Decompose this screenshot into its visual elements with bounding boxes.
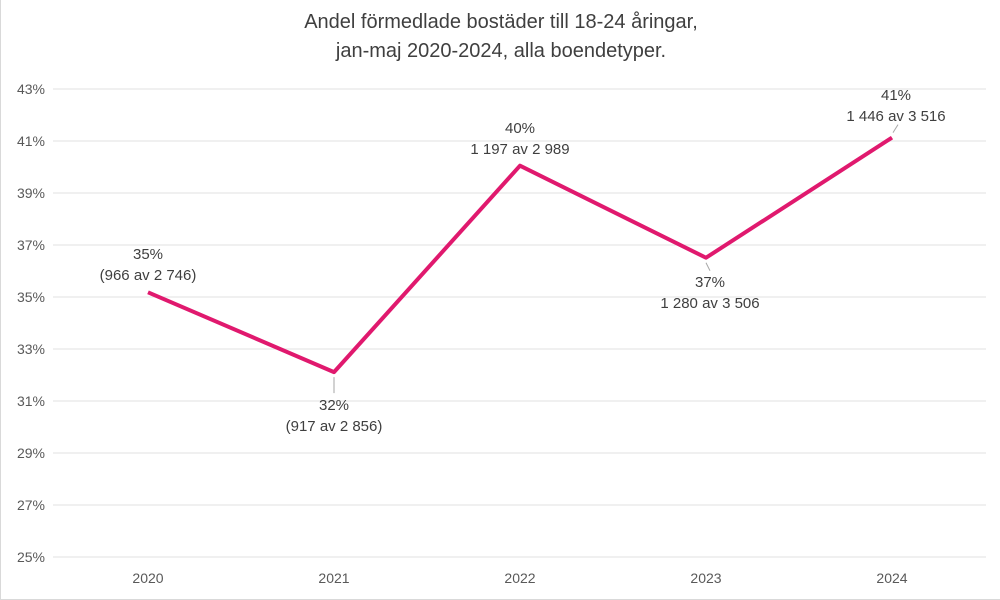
x-axis-tick-label: 2022 — [504, 570, 535, 586]
y-axis-tick-label: 27% — [17, 497, 45, 513]
x-axis-tick-label: 2024 — [876, 570, 907, 586]
y-axis-tick-label: 29% — [17, 445, 45, 461]
chart-title-line1: Andel förmedlade bostäder till 18-24 åri… — [304, 11, 698, 33]
label-callout-line — [892, 124, 899, 133]
chart-title-line2: jan-maj 2020-2024, alla boendetyper. — [335, 40, 667, 62]
y-axis-tick-label: 43% — [17, 81, 45, 97]
label-callout-line — [705, 262, 711, 271]
chart-title: Andel förmedlade bostäder till 18-24 åri… — [1, 8, 1000, 66]
x-axis-tick-label: 2021 — [318, 570, 349, 586]
y-axis-tick-label: 33% — [17, 341, 45, 357]
y-axis-tick-label: 31% — [17, 393, 45, 409]
x-axis-tick-label: 2020 — [132, 570, 163, 586]
y-axis-tick-label: 25% — [17, 549, 45, 565]
series-line — [147, 135, 894, 375]
y-axis-tick-label: 41% — [17, 133, 45, 149]
y-axis-tick-label: 39% — [17, 185, 45, 201]
x-axis-tick-label: 2023 — [690, 570, 721, 586]
y-axis-tick-label: 37% — [17, 237, 45, 253]
y-axis-tick-label: 35% — [17, 289, 45, 305]
